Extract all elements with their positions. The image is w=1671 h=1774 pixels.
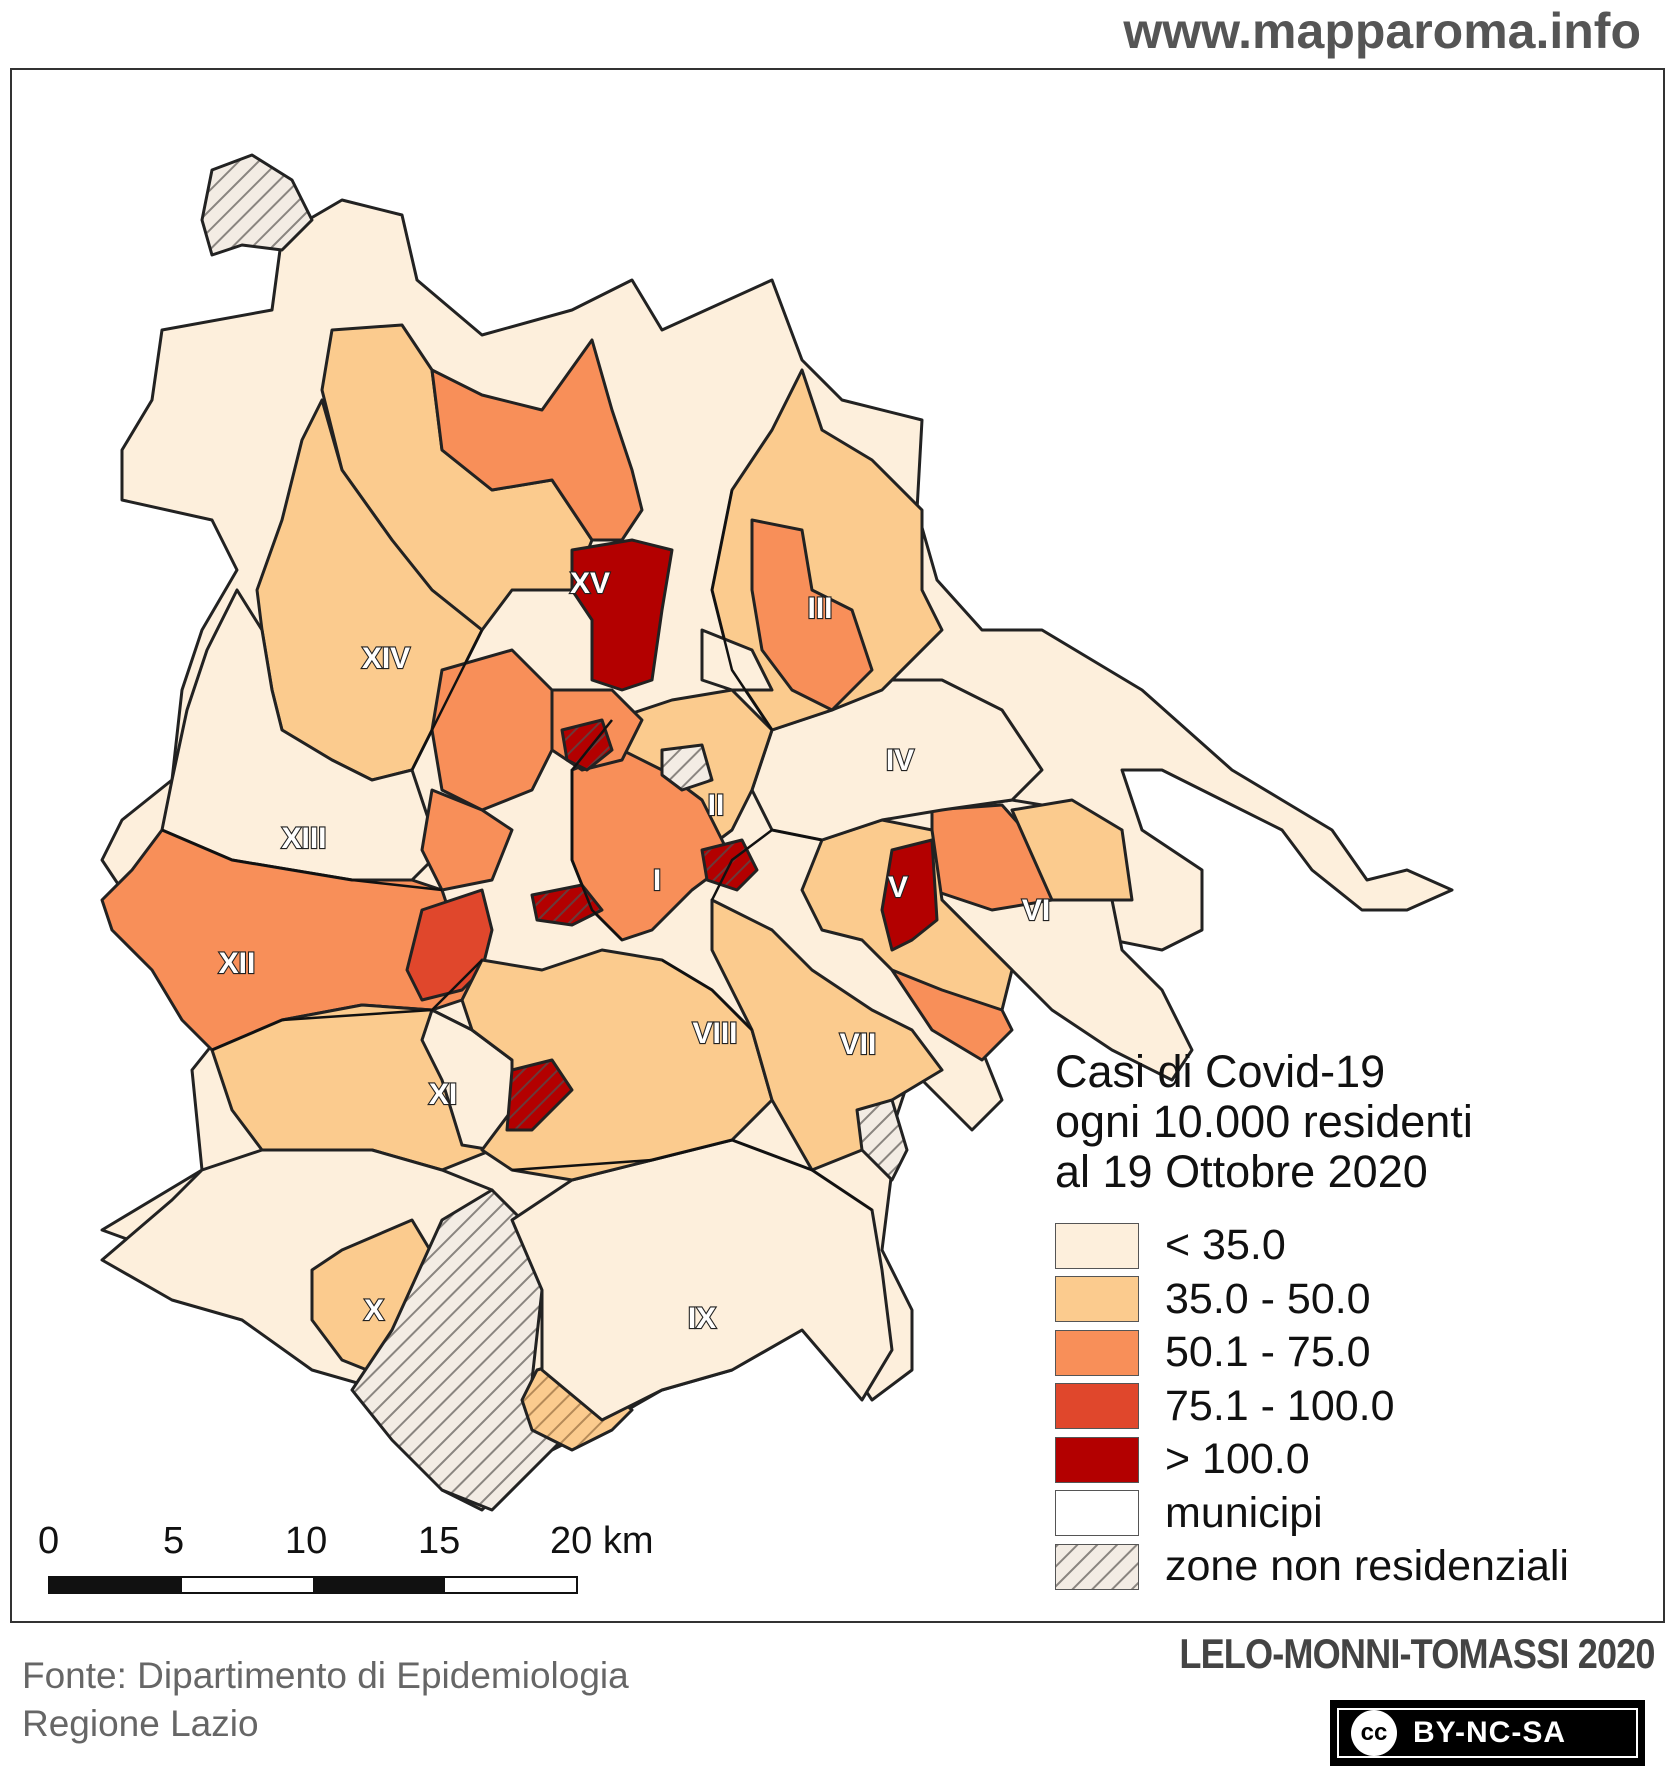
zone-hatched-red-4 bbox=[505, 1058, 574, 1132]
cc-icon: cc bbox=[1351, 1710, 1397, 1756]
scale-bar: 0 5 10 15 20 km bbox=[38, 1520, 653, 1620]
territory bbox=[100, 153, 1454, 1512]
legend-title-line: al 19 Ottobre 2020 bbox=[1055, 1146, 1428, 1197]
legend-label: > 100.0 bbox=[1165, 1435, 1310, 1484]
legend-swatch bbox=[1055, 1436, 1139, 1483]
site-url[interactable]: www.mapparoma.info bbox=[1123, 3, 1641, 59]
source-line: Fonte: Dipartimento di Epidemiologia bbox=[22, 1655, 629, 1696]
legend: Casi di Covid-19 ogni 10.000 residenti a… bbox=[1055, 1047, 1635, 1594]
legend-item: 75.1 - 100.0 bbox=[1055, 1380, 1635, 1434]
license-text: BY-NC-SA bbox=[1413, 1716, 1567, 1749]
legend-item: < 35.0 bbox=[1055, 1219, 1635, 1273]
muni-label-xii: XII bbox=[219, 947, 256, 980]
zone-v-red bbox=[880, 838, 939, 952]
muni-label-vii: VII bbox=[840, 1028, 877, 1061]
municipi-labels: XV XIV III IV II XIII I V VI XII VIII VI… bbox=[218, 566, 1052, 1336]
legend-item: zone non residenziali bbox=[1055, 1540, 1635, 1594]
zone-xv-red bbox=[570, 538, 674, 692]
muni-label-xiv: XIV bbox=[362, 642, 410, 675]
muni-label-v: V bbox=[888, 871, 908, 904]
zone-hatched-red-1 bbox=[560, 718, 614, 772]
legend-title-line: Casi di Covid-19 bbox=[1055, 1046, 1386, 1097]
rome-map: XV XIV III IV II XIII I V VI XII VIII VI… bbox=[100, 153, 1454, 1512]
scale-bar-segments bbox=[48, 1576, 578, 1594]
muni-label-iii: III bbox=[807, 592, 832, 625]
legend-swatch bbox=[1055, 1329, 1139, 1376]
legend-label: < 35.0 bbox=[1165, 1221, 1286, 1270]
scale-tick-label: 5 bbox=[163, 1520, 185, 1562]
scale-segment bbox=[50, 1578, 182, 1592]
legend-swatch bbox=[1055, 1490, 1139, 1537]
muni-label-xi: XI bbox=[429, 1078, 457, 1111]
source-note: Fonte: Dipartimento di Epidemiologia Reg… bbox=[22, 1652, 629, 1748]
zone-xiii-orange bbox=[420, 788, 514, 892]
legend-label: 50.1 - 75.0 bbox=[1165, 1328, 1371, 1377]
muni-label-i: I bbox=[653, 864, 661, 897]
legend-label: 75.1 - 100.0 bbox=[1165, 1381, 1395, 1430]
scale-tick-label: 10 bbox=[285, 1520, 328, 1562]
zone-iii-orange bbox=[750, 518, 874, 712]
source-line: Regione Lazio bbox=[22, 1703, 259, 1744]
zone-non-residential-north bbox=[200, 153, 314, 257]
zone-v-orange bbox=[890, 968, 1014, 1062]
scale-segment bbox=[444, 1578, 576, 1592]
zone-hatched-east bbox=[855, 1098, 909, 1182]
zone-hatched-center bbox=[660, 743, 714, 792]
muni-label-viii: VIII bbox=[692, 1017, 737, 1050]
legend-label: municipi bbox=[1165, 1488, 1323, 1537]
license-badge[interactable]: cc BY-NC-SA bbox=[1330, 1700, 1645, 1766]
muni-label-ix: IX bbox=[688, 1302, 716, 1335]
legend-swatch-hatched bbox=[1055, 1543, 1139, 1590]
zone-xv-central bbox=[430, 338, 644, 542]
legend-item: municipi bbox=[1055, 1487, 1635, 1541]
map-frame: XV XIV III IV II XIII I V VI XII VIII VI… bbox=[10, 68, 1665, 1623]
authors-credit: LELO-MONNI-TOMASSI 2020 bbox=[1179, 1630, 1656, 1677]
legend-title: Casi di Covid-19 ogni 10.000 residenti a… bbox=[1055, 1047, 1635, 1197]
legend-swatch bbox=[1055, 1222, 1139, 1269]
zone-xiv-orange bbox=[430, 648, 554, 812]
legend-items: < 35.0 35.0 - 50.0 50.1 - 75.0 75.1 - 10… bbox=[1055, 1219, 1635, 1594]
legend-label: 35.0 - 50.0 bbox=[1165, 1274, 1371, 1323]
muni-label-xiii: XIII bbox=[281, 822, 326, 855]
muni-label-vi: VI bbox=[1022, 894, 1050, 927]
zone-vi-east bbox=[1010, 798, 1134, 902]
muni-label-xv: XV bbox=[570, 567, 610, 600]
legend-item: > 100.0 bbox=[1055, 1433, 1635, 1487]
municipi-boundaries bbox=[161, 489, 873, 1212]
scale-tick-label: 20 km bbox=[550, 1520, 654, 1562]
legend-title-line: ogni 10.000 residenti bbox=[1055, 1096, 1473, 1147]
legend-swatch bbox=[1055, 1383, 1139, 1430]
scale-tick-label: 15 bbox=[418, 1520, 461, 1562]
scale-tick-label: 0 bbox=[38, 1520, 60, 1562]
scale-segment bbox=[313, 1578, 445, 1592]
license-badge-inner: cc BY-NC-SA bbox=[1337, 1708, 1638, 1758]
muni-label-x: X bbox=[364, 1294, 384, 1327]
legend-item: 35.0 - 50.0 bbox=[1055, 1273, 1635, 1327]
legend-label: zone non residenziali bbox=[1165, 1542, 1569, 1591]
muni-label-iv: IV bbox=[886, 744, 914, 777]
muni-label-ii: II bbox=[708, 789, 725, 822]
legend-item: 50.1 - 75.0 bbox=[1055, 1326, 1635, 1380]
zone-xiii bbox=[160, 588, 444, 882]
legend-swatch bbox=[1055, 1276, 1139, 1323]
scale-segment bbox=[181, 1578, 313, 1592]
zone-hatched-red-2 bbox=[530, 883, 604, 927]
zone-ii-light bbox=[700, 628, 774, 692]
